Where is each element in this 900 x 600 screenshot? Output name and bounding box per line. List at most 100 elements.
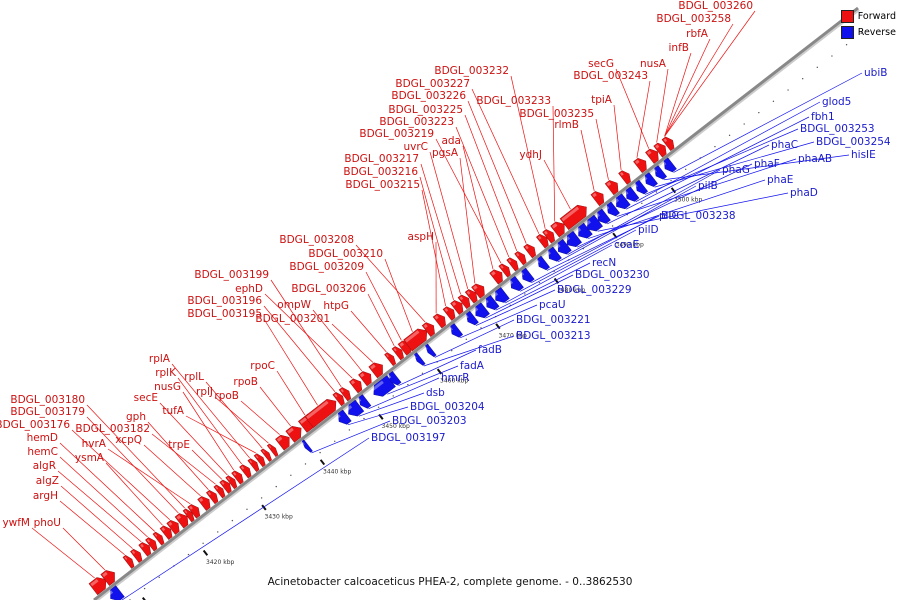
reverse-gene-label[interactable]: phaC [771,139,798,151]
forward-gene-label[interactable]: algZ [36,475,59,487]
forward-gene[interactable]: BDGL_003180 [182,507,196,523]
reverse-gene-label[interactable]: hisIE [851,149,876,161]
forward-gene[interactable]: rplJ [266,443,280,458]
forward-gene[interactable]: rplK [239,463,254,479]
reverse-gene-label[interactable]: fadB [478,344,502,356]
reverse-gene-label[interactable]: fbh1 [811,111,835,123]
forward-gene-label[interactable]: algR [33,460,56,472]
reverse-gene[interactable]: hisIE [652,165,668,182]
forward-gene[interactable]: infB [661,135,677,152]
reverse-gene-label[interactable]: phaE [767,174,793,186]
forward-gene-label[interactable]: BDGL_003208 [279,234,354,246]
forward-gene-label[interactable]: BDGL_003196 [187,295,262,307]
forward-gene[interactable]: BDGL_003223 [506,256,521,272]
reverse-gene[interactable]: BDGL_003253 [633,179,649,196]
forward-gene[interactable]: uvrC [464,287,480,304]
forward-gene-label[interactable]: BDGL_003195 [187,308,262,320]
reverse-gene[interactable]: pilC [519,267,535,285]
reverse-gene[interactable]: glod5 [622,186,640,204]
forward-gene[interactable]: ywfM [88,574,110,596]
reverse-gene-label[interactable]: BDGL_003204 [410,401,485,413]
reverse-gene[interactable]: BDGL_003230 [471,302,490,321]
forward-gene[interactable]: hvrA [187,502,203,519]
forward-gene-label[interactable]: BDGL_003209 [289,261,364,273]
forward-gene-label[interactable]: tpiA [591,94,613,106]
forward-gene[interactable]: BDGL_003215 [442,304,458,321]
forward-gene[interactable]: tpiA [618,168,634,185]
reverse-gene-label[interactable]: BDGL_003197 [371,432,446,444]
reverse-gene-label[interactable]: phaF [754,158,780,170]
forward-gene[interactable]: phoU [100,567,119,586]
forward-gene-label[interactable]: BDGL_003223 [379,116,454,128]
forward-gene-label[interactable]: rpoB [233,376,258,388]
forward-gene-label[interactable]: ada [441,135,461,147]
forward-gene[interactable]: BDGL_003195 [304,396,340,428]
forward-gene[interactable]: BDGL_003210 [403,325,432,352]
reverse-gene[interactable]: pilB [545,246,562,264]
forward-gene[interactable]: rpoB [285,423,306,443]
forward-gene[interactable]: rpoB [275,432,293,451]
forward-gene-label[interactable]: rplK [155,367,177,379]
reverse-gene-label[interactable]: dsb [426,387,445,399]
reverse-gene-label[interactable]: phaG [722,164,750,176]
forward-gene-label[interactable]: rpoC [250,360,275,372]
forward-gene-label[interactable]: aspH [408,231,434,243]
reverse-gene[interactable]: hmrR [356,394,372,411]
forward-gene-label[interactable]: hemC [27,446,58,458]
forward-gene-label[interactable]: hemD [27,432,58,444]
forward-gene[interactable]: ompW [358,369,374,387]
forward-gene-label[interactable]: ydhJ [519,149,542,161]
forward-gene[interactable]: algZ [130,547,144,563]
forward-gene-label[interactable]: BDGL_003217 [344,153,419,165]
forward-gene[interactable]: gph [205,488,220,505]
reverse-gene-label[interactable]: ubiB [864,67,887,79]
forward-gene-label[interactable]: BDGL_003179 [10,406,85,418]
reverse-gene[interactable]: BDGL_003238 [535,255,551,272]
forward-gene-label[interactable]: nusG [154,381,181,393]
reverse-gene[interactable]: BDGL_003254 [642,172,658,190]
forward-gene-label[interactable]: BDGL_003180 [10,394,85,406]
reverse-gene-label[interactable]: phaAB [798,153,832,165]
forward-gene-label[interactable]: phoU [34,517,61,529]
forward-gene[interactable]: BDGL_003176 [166,518,183,535]
forward-gene-label[interactable]: argH [33,490,58,502]
reverse-gene-label[interactable]: pcaU [539,299,566,311]
forward-gene-label[interactable]: infB [669,42,689,54]
reverse-gene[interactable]: coaE [491,287,510,305]
reverse-gene-label[interactable]: fadA [460,360,485,372]
forward-gene-label[interactable]: rpoB [214,390,239,402]
forward-gene-label[interactable]: hvrA [82,438,107,450]
forward-gene[interactable]: hemD [152,530,166,546]
reverse-gene[interactable]: phaAB [604,201,620,219]
reverse-gene-label[interactable]: pilB [698,180,718,192]
forward-gene-label[interactable]: ompW [277,299,311,311]
reverse-gene-label[interactable]: pilC [659,210,679,222]
forward-gene[interactable]: trpE [219,478,234,494]
forward-gene-label[interactable]: nusA [640,58,667,70]
reverse-gene-label[interactable]: BDGL_003254 [816,136,891,148]
forward-gene[interactable]: BDGL_003226 [523,242,539,259]
reverse-gene[interactable]: pilD [507,275,524,293]
forward-gene-label[interactable]: tufA [162,405,184,417]
forward-gene[interactable]: BDGL_003201 [368,359,387,379]
forward-gene-label[interactable]: rplL [184,371,204,383]
forward-gene[interactable]: ysmA [159,524,175,540]
forward-gene-label[interactable]: rlmB [554,119,579,131]
reverse-gene[interactable]: BDGL_003221 [424,343,437,358]
reverse-gene-label[interactable]: BDGL_003229 [557,284,632,296]
reverse-gene-label[interactable]: BDGL_003230 [575,269,650,281]
forward-gene[interactable]: argH [122,554,136,569]
forward-gene[interactable]: tufA [253,452,267,468]
forward-gene-label[interactable]: BDGL_003201 [255,313,330,325]
forward-gene-label[interactable]: BDGL_003225 [388,104,463,116]
reverse-gene[interactable]: BDGL_003197 [106,585,125,600]
reverse-gene[interactable]: fadB [386,370,402,387]
forward-gene-label[interactable]: secE [134,392,158,404]
forward-gene[interactable]: BDGL_003216 [450,298,467,315]
forward-gene[interactable]: htpG [384,351,398,367]
reverse-gene-label[interactable]: pilD [638,224,659,236]
forward-gene[interactable]: BDGL_003196 [332,390,347,407]
forward-gene-label[interactable]: gph [126,411,146,423]
forward-gene-label[interactable]: secG [588,58,614,70]
